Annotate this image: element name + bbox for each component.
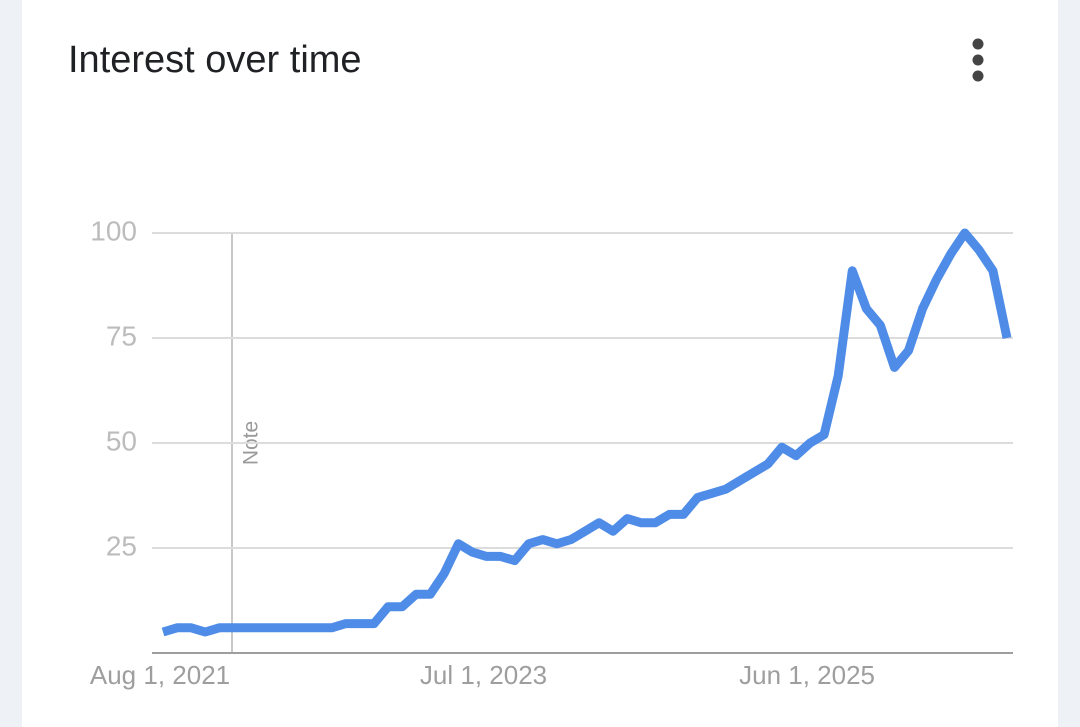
menu-dot <box>972 70 984 82</box>
trend-line <box>161 228 1012 637</box>
more-menu[interactable] <box>972 38 984 82</box>
x-tick-label: Jun 1, 2025 <box>739 660 875 690</box>
y-tick-label: 50 <box>106 425 137 456</box>
x-tick-label: Jul 1, 2023 <box>420 660 547 690</box>
x-tick-label: Aug 1, 2021 <box>90 660 230 690</box>
chart-title: Interest over time <box>68 39 362 81</box>
y-tick-label: 75 <box>106 320 137 351</box>
menu-dot <box>972 54 984 66</box>
y-tick-label: 100 <box>90 215 137 246</box>
y-tick-label: 25 <box>106 530 137 561</box>
menu-dot <box>972 38 984 50</box>
card <box>22 0 1058 727</box>
